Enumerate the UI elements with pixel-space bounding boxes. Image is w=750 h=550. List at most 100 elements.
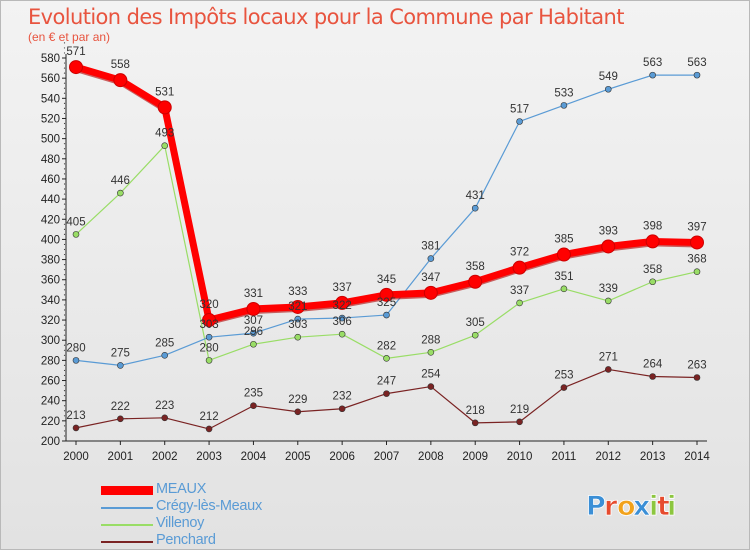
x-tick-label: 2002 bbox=[152, 451, 178, 463]
y-minor-tick bbox=[63, 248, 66, 251]
y-tick-label: 500 bbox=[41, 134, 60, 146]
data-point bbox=[250, 340, 257, 348]
chart-subtitle: (en € et par an) bbox=[28, 30, 111, 44]
legend-swatch bbox=[101, 486, 153, 495]
data-point bbox=[560, 102, 568, 109]
y-minor-tick bbox=[63, 203, 66, 205]
data-label: 235 bbox=[244, 388, 263, 400]
data-label: 563 bbox=[687, 57, 706, 69]
data-label: 218 bbox=[466, 405, 485, 417]
x-tick-label: 2008 bbox=[418, 451, 444, 463]
y-minor-tick bbox=[63, 309, 66, 311]
data-label: 247 bbox=[377, 376, 396, 388]
data-label: 223 bbox=[155, 400, 174, 412]
data-point bbox=[556, 247, 571, 262]
data-point bbox=[250, 402, 257, 410]
y-minor-tick bbox=[63, 289, 66, 291]
data-point bbox=[468, 274, 483, 289]
data-point bbox=[294, 333, 302, 341]
data-point bbox=[335, 295, 350, 310]
y-minor-tick bbox=[63, 102, 66, 104]
data-label: 405 bbox=[66, 216, 85, 228]
y-tick-label: 300 bbox=[41, 335, 60, 347]
data-point bbox=[601, 239, 616, 254]
legend-label: MEAUX bbox=[156, 481, 207, 497]
y-tick-label: 560 bbox=[41, 73, 60, 85]
x-tick-label: 2014 bbox=[684, 451, 710, 463]
y-minor-tick bbox=[63, 223, 66, 225]
y-minor-tick bbox=[63, 47, 66, 49]
data-label: 280 bbox=[199, 342, 218, 354]
data-label: 358 bbox=[643, 264, 662, 276]
data-label: 398 bbox=[643, 220, 662, 232]
y-minor-tick bbox=[63, 42, 66, 44]
data-label: 333 bbox=[288, 286, 307, 298]
y-minor-tick bbox=[63, 405, 66, 407]
x-tick-label: 2013 bbox=[640, 451, 666, 463]
x-tick-label: 2011 bbox=[552, 451, 577, 463]
data-point bbox=[250, 329, 257, 337]
data-point bbox=[423, 285, 438, 300]
data-label: 213 bbox=[66, 410, 85, 422]
data-label: 325 bbox=[377, 297, 396, 309]
data-point bbox=[72, 231, 80, 238]
y-tick-label: 220 bbox=[41, 416, 60, 428]
y-minor-tick bbox=[63, 87, 66, 89]
legend-label: Villenoy bbox=[156, 515, 205, 531]
y-tick-label: 480 bbox=[41, 154, 60, 166]
y-minor-tick bbox=[63, 329, 66, 331]
data-point bbox=[157, 100, 172, 115]
y-minor-tick bbox=[63, 354, 66, 356]
y-minor-tick bbox=[63, 425, 66, 427]
y-tick-label: 440 bbox=[41, 194, 60, 206]
data-point bbox=[290, 299, 305, 314]
y-minor-tick bbox=[63, 369, 66, 372]
data-point bbox=[645, 234, 660, 249]
data-point bbox=[604, 85, 612, 93]
y-tick-label: 460 bbox=[41, 174, 60, 186]
data-point bbox=[427, 255, 435, 262]
data-label: 288 bbox=[421, 334, 440, 346]
data-label: 306 bbox=[333, 316, 352, 328]
y-minor-tick bbox=[63, 67, 66, 69]
data-point bbox=[427, 349, 435, 356]
data-point bbox=[69, 60, 83, 75]
data-point bbox=[516, 418, 523, 426]
data-label: 264 bbox=[643, 358, 663, 370]
data-label: 321 bbox=[288, 301, 307, 313]
data-label: 368 bbox=[687, 254, 706, 266]
series-3 bbox=[72, 366, 701, 433]
data-point bbox=[471, 204, 479, 212]
data-point bbox=[560, 384, 568, 391]
y-tick-label: 240 bbox=[41, 396, 60, 408]
data-label: 446 bbox=[111, 175, 130, 187]
data-point bbox=[649, 373, 656, 380]
logo-letter: o bbox=[617, 491, 636, 522]
data-label: 571 bbox=[66, 46, 85, 58]
y-minor-tick bbox=[63, 390, 66, 392]
data-label: 305 bbox=[466, 317, 485, 329]
data-point bbox=[604, 366, 612, 373]
data-point bbox=[161, 142, 169, 149]
logo-letter: i bbox=[649, 491, 658, 522]
y-minor-tick bbox=[63, 410, 66, 412]
y-minor-tick bbox=[63, 349, 66, 351]
x-tick-label: 2006 bbox=[329, 451, 355, 463]
y-minor-tick bbox=[63, 92, 66, 94]
data-point bbox=[383, 390, 390, 397]
data-point bbox=[649, 71, 656, 79]
y-minor-tick bbox=[63, 374, 66, 377]
data-label: 271 bbox=[599, 351, 618, 363]
data-label: 345 bbox=[377, 274, 396, 286]
y-minor-tick bbox=[63, 233, 66, 235]
data-label: 263 bbox=[687, 360, 706, 372]
y-minor-tick bbox=[63, 384, 66, 387]
data-point bbox=[294, 315, 302, 323]
data-point bbox=[294, 408, 302, 416]
data-point bbox=[161, 352, 169, 359]
data-point bbox=[690, 235, 704, 250]
data-point bbox=[338, 314, 346, 322]
x-tick-label: 2009 bbox=[462, 451, 488, 463]
y-minor-tick bbox=[63, 112, 66, 115]
